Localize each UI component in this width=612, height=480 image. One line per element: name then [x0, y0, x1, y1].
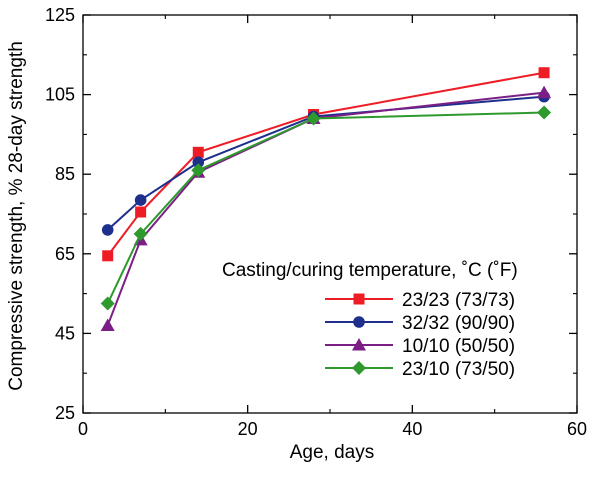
data-point: [101, 224, 114, 236]
legend-marker: [353, 316, 365, 328]
y-tick-label: 25: [55, 403, 75, 423]
data-point: [100, 296, 115, 311]
x-tick-label: 60: [567, 419, 587, 439]
legend-entry-2: 10/10 (50/50): [325, 336, 515, 357]
legend-entry-1: 32/32 (90/90): [325, 313, 515, 334]
y-tick-label: 65: [55, 244, 75, 264]
data-point: [134, 194, 147, 206]
data-point: [537, 85, 552, 99]
series-3: [100, 105, 552, 311]
data-point: [192, 146, 204, 158]
legend-marker: [353, 293, 365, 305]
legend-label: 10/10 (50/50): [402, 336, 515, 357]
legend-entry-0: 23/23 (73/73): [325, 290, 515, 311]
data-point: [191, 163, 206, 178]
y-axis-label: Compressive strength, % 28-day strength: [6, 41, 27, 391]
y-tick-label: 125: [45, 5, 75, 25]
y-tick-label: 85: [55, 164, 75, 184]
legend-label: 23/23 (73/73): [402, 290, 515, 311]
data-point: [537, 105, 552, 120]
series-layer: [100, 67, 552, 331]
legend-entry-3: 23/10 (73/50): [325, 359, 515, 380]
legend-marker: [352, 338, 366, 351]
y-tick-label: 105: [45, 85, 75, 105]
series-0: [102, 67, 550, 262]
data-point: [538, 67, 550, 79]
y-tick-label: 45: [55, 323, 75, 343]
data-point: [192, 156, 205, 169]
x-tick-label: 20: [238, 419, 258, 439]
x-axis-label: Age, days: [290, 442, 375, 463]
x-tick-label: 40: [402, 419, 422, 439]
legend-label: 32/32 (90/90): [402, 313, 515, 334]
data-point: [133, 226, 148, 241]
data-point: [102, 250, 114, 262]
legend-marker: [352, 361, 366, 375]
data-point: [100, 318, 115, 331]
x-tick-label: 0: [78, 419, 88, 439]
data-point: [135, 206, 147, 218]
legend-label: 23/10 (73/50): [402, 359, 515, 380]
legend: Casting/curing temperature, ˚C (˚F) 23/2…: [222, 260, 518, 380]
ticks-layer: 0 20 40 60 25 45 65 85 105 125: [45, 5, 587, 439]
legend-title: Casting/curing temperature, ˚C (˚F): [222, 260, 518, 281]
data-point: [306, 111, 321, 126]
